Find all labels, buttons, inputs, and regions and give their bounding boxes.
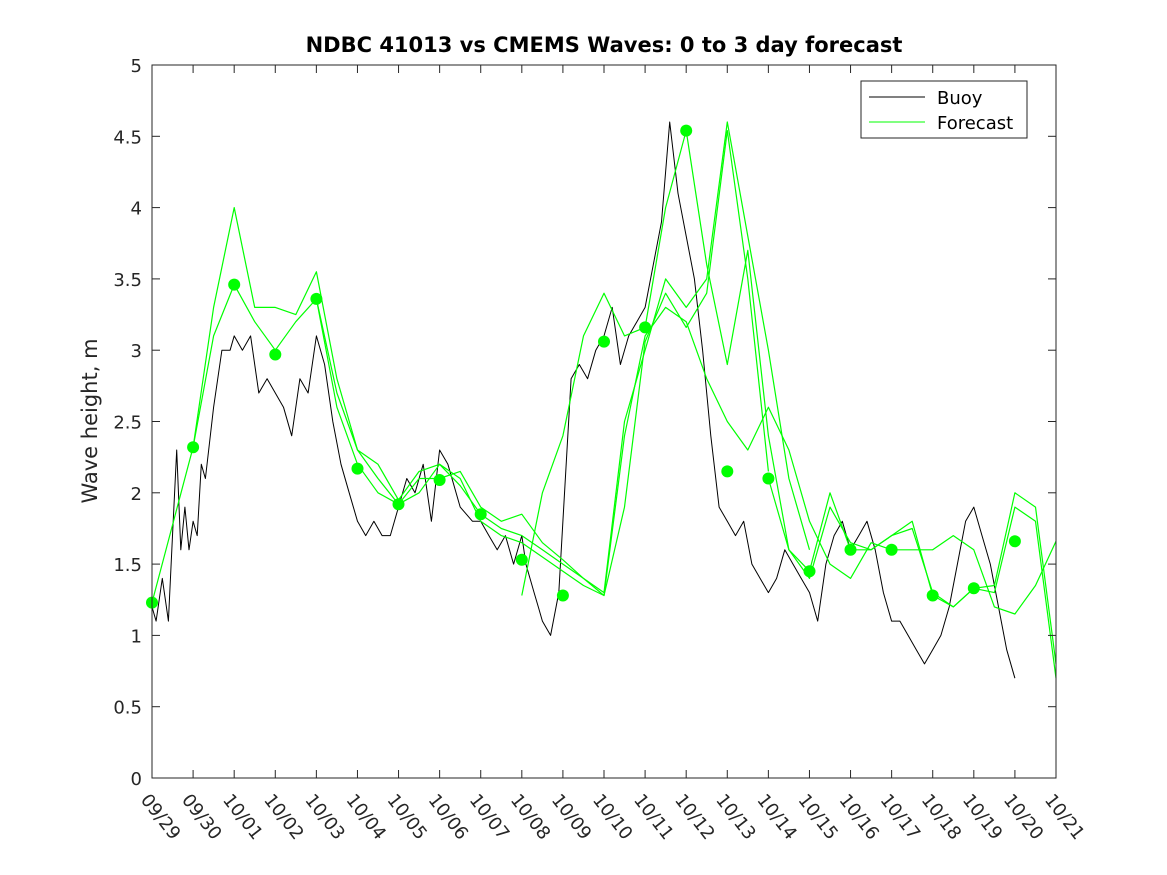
buoy-series-line: [151, 121, 1016, 679]
y-tick-label: 0.5: [113, 698, 142, 719]
y-tick-label: 2.5: [113, 413, 142, 434]
forecast-marker: [639, 321, 652, 334]
marker-layer: [146, 124, 1021, 609]
forecast-marker: [556, 589, 569, 602]
y-tick-label: 1.5: [113, 555, 142, 576]
forecast-series-line-1: [151, 130, 769, 603]
forecast-marker: [351, 462, 364, 475]
y-tick-label: 5: [131, 56, 142, 77]
legend-forecast-label: Forecast: [937, 113, 1013, 134]
forecast-marker: [844, 543, 857, 556]
y-tick-label: 0: [131, 769, 142, 790]
y-tick-label: 2: [131, 484, 142, 505]
forecast-marker: [187, 441, 200, 454]
y-axis-label: Wave height, m: [78, 338, 102, 503]
forecast-marker: [1008, 535, 1021, 548]
y-tick-label: 3.5: [113, 270, 142, 291]
y-tick-label: 4: [131, 199, 142, 220]
y-tick-label: 4.5: [113, 127, 142, 148]
forecast-marker: [269, 348, 282, 361]
plot-area: [152, 65, 1056, 778]
forecast-marker: [680, 124, 693, 137]
forecast-marker: [474, 508, 487, 521]
forecast-marker: [762, 472, 775, 485]
y-tick-label: 3: [131, 341, 142, 362]
forecast-marker: [392, 498, 405, 511]
forecast-marker: [967, 582, 980, 595]
forecast-series-line-2: [192, 121, 811, 594]
y-axis: 0 0.5 1 1.5 2 2.5 3 3.5 4 4.5 5: [113, 56, 1056, 790]
forecast-marker: [926, 589, 939, 602]
forecast-series-line-3: [315, 298, 1057, 615]
legend-buoy-label: Buoy: [937, 88, 983, 109]
forecast-marker: [598, 335, 610, 348]
forecast-marker: [885, 543, 898, 556]
forecast-marker: [433, 474, 446, 486]
forecast-marker: [721, 465, 734, 478]
forecast-series-line-5: [767, 478, 1057, 664]
forecast-marker: [803, 565, 816, 578]
series-layer: [151, 121, 1057, 679]
chart-title: NDBC 41013 vs CMEMS Waves: 0 to 3 day fo…: [306, 33, 903, 57]
forecast-marker: [515, 553, 528, 566]
forecast-marker: [310, 292, 323, 305]
legend: Buoy Forecast: [860, 80, 1028, 139]
y-tick-label: 1: [131, 626, 142, 647]
forecast-marker: [228, 278, 241, 291]
legend-box: [860, 80, 1028, 139]
